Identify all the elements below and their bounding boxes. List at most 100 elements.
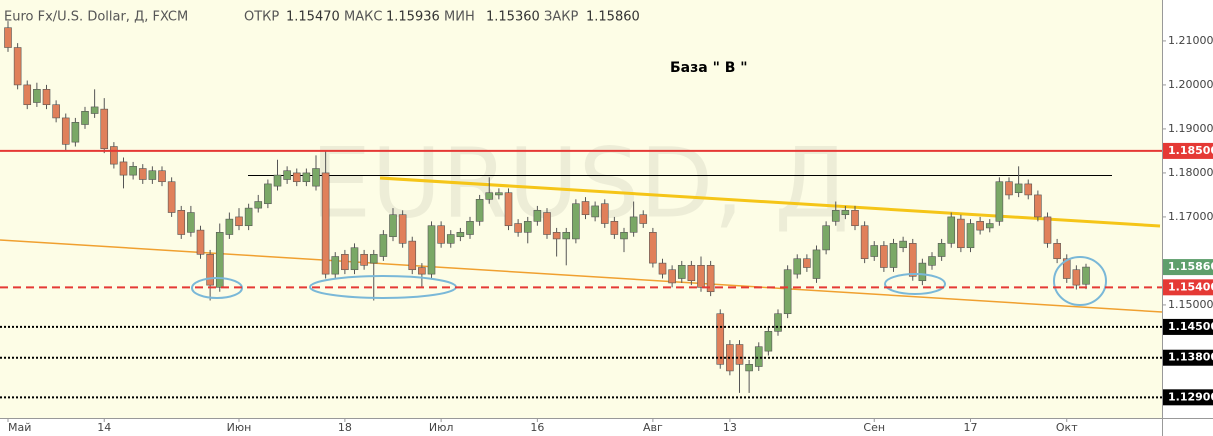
candle-body xyxy=(427,225,436,275)
level-label-box xyxy=(1163,349,1213,366)
candle-body xyxy=(167,181,176,213)
candle-body xyxy=(235,216,243,227)
candle-body xyxy=(649,232,657,264)
candle-body xyxy=(206,254,214,286)
candle-body xyxy=(398,214,407,244)
candle-body xyxy=(129,166,137,176)
candle-body xyxy=(822,225,830,251)
last-price-label: 1.15860 xyxy=(1168,260,1213,273)
candle-body xyxy=(1072,269,1081,286)
candle-body xyxy=(937,243,946,257)
candle-body xyxy=(889,243,898,268)
y-tick-label: 1.15000 xyxy=(1168,298,1213,311)
trend-line xyxy=(0,239,1163,313)
candle-body xyxy=(793,258,802,275)
candle-body xyxy=(620,232,628,240)
candle-body xyxy=(23,84,32,106)
candle-body xyxy=(976,221,984,231)
candle-body xyxy=(90,106,99,114)
candle-body xyxy=(860,225,869,260)
header-label: ЗАКР xyxy=(544,10,578,25)
level-label: 1.15400 xyxy=(1168,280,1213,293)
candle-body xyxy=(831,210,840,222)
header-title: Euro Fx/U.S. Dollar, Д, FXCM xyxy=(4,10,188,25)
candle-body xyxy=(745,364,753,372)
candle-body xyxy=(379,234,388,257)
candle-body xyxy=(495,192,503,196)
candle-body xyxy=(110,146,118,165)
candle-body xyxy=(264,183,272,205)
candle-body xyxy=(610,221,619,235)
x-tick-label: Июл xyxy=(429,421,454,434)
candle-body xyxy=(321,172,330,275)
candle-body xyxy=(1062,258,1071,279)
header-value: 1.15360 xyxy=(486,10,540,25)
candle-body xyxy=(158,170,166,183)
highlight-ellipse xyxy=(1053,256,1107,306)
candle-body xyxy=(581,201,590,216)
candle-body xyxy=(418,267,426,275)
candle-body xyxy=(350,247,359,271)
x-tick-label: 13 xyxy=(723,421,737,434)
candle-body xyxy=(273,174,282,187)
candle-body xyxy=(591,205,599,218)
candle-body xyxy=(196,229,205,255)
candle-body xyxy=(774,313,782,332)
candle-body xyxy=(312,168,320,187)
trend-line xyxy=(379,176,1161,228)
header-label: МАКС xyxy=(344,10,382,25)
candle-body xyxy=(1043,216,1052,244)
y-tick-label: 1.18000 xyxy=(1168,166,1213,179)
candle-body xyxy=(119,161,128,176)
candle-body xyxy=(754,346,763,367)
level-label-box xyxy=(1163,389,1213,406)
candle-body xyxy=(783,269,792,315)
candle-body xyxy=(562,232,571,240)
candle-body xyxy=(677,265,686,279)
level-label-box xyxy=(1163,318,1213,335)
x-tick-label: 17 xyxy=(964,421,978,434)
candle-body xyxy=(71,122,80,143)
drawings xyxy=(0,175,1163,313)
candle-body xyxy=(735,344,744,365)
candle-body xyxy=(1024,183,1033,196)
candle-body xyxy=(81,111,89,125)
candle-body xyxy=(456,232,465,238)
candle-body xyxy=(668,269,676,284)
level-label: 1.12900 xyxy=(1168,390,1213,403)
x-tick-label: Июн xyxy=(227,421,252,434)
header-label: МИН xyxy=(444,10,475,25)
y-tick-label: 1.17000 xyxy=(1168,210,1213,223)
level-label: 1.13800 xyxy=(1168,351,1213,364)
candle-body xyxy=(341,254,349,271)
candle-body xyxy=(1082,266,1090,285)
candle-body xyxy=(485,192,494,200)
x-tick-label: Авг xyxy=(643,421,663,434)
candle-body xyxy=(475,199,484,222)
candle-body xyxy=(870,245,879,257)
candle-body xyxy=(138,168,147,180)
candle-body xyxy=(716,313,725,365)
candle-body xyxy=(523,221,532,233)
candle-body xyxy=(408,240,417,271)
candle-body xyxy=(1005,181,1013,196)
candle-body xyxy=(880,245,888,268)
candle-body xyxy=(292,172,301,183)
candle-body xyxy=(639,214,648,224)
candle-body xyxy=(148,170,157,180)
candle-body xyxy=(33,89,41,103)
x-tick-label: Сен xyxy=(863,421,885,434)
candle-body xyxy=(764,331,773,352)
candle-body xyxy=(4,27,12,48)
highlight-ellipse xyxy=(884,273,946,295)
x-tick-label: 16 xyxy=(530,421,544,434)
candles xyxy=(4,21,1090,393)
y-tick-label: 1.20000 xyxy=(1168,78,1213,91)
candle-body xyxy=(302,172,311,183)
candle-body xyxy=(1053,243,1061,260)
header-value: 1.15860 xyxy=(586,10,640,25)
candle-body xyxy=(899,240,907,249)
candle-body xyxy=(466,221,474,235)
y-tick-label: 1.19000 xyxy=(1168,122,1213,135)
